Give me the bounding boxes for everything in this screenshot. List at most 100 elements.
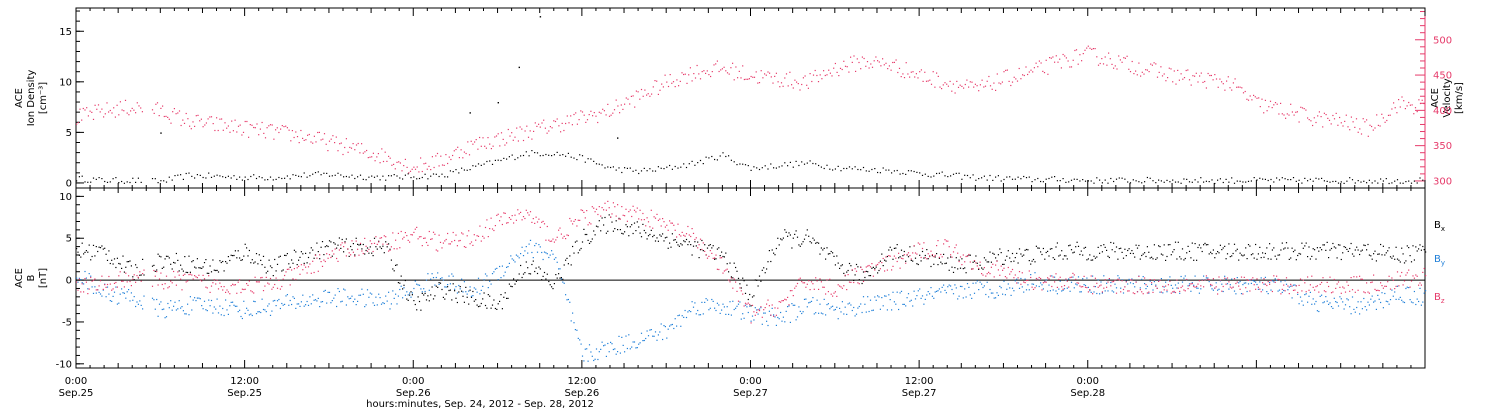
by-point — [375, 296, 377, 298]
bx-point — [320, 246, 322, 248]
by-point — [1205, 277, 1207, 279]
by-point — [264, 309, 266, 311]
velocity-point — [1222, 83, 1224, 85]
density-point — [1208, 181, 1210, 183]
bz-point — [255, 281, 258, 283]
bx-point — [476, 304, 478, 306]
bz-point — [1319, 283, 1321, 285]
bx-point — [1212, 249, 1214, 251]
velocity-point — [1379, 125, 1381, 127]
bz-point — [1131, 279, 1133, 281]
bx-point — [625, 224, 627, 226]
bx-point — [773, 252, 775, 254]
density-point — [298, 175, 300, 177]
bx-point — [694, 241, 696, 243]
density-point — [966, 174, 969, 177]
bz-point — [244, 288, 246, 290]
bx-point — [1278, 254, 1281, 256]
density-point — [1166, 179, 1168, 181]
density-point — [865, 170, 867, 172]
density-point — [1113, 180, 1115, 183]
velocity-point — [256, 123, 258, 125]
bz-point — [1267, 281, 1269, 283]
bz-point — [1373, 274, 1375, 276]
bx-point — [567, 263, 569, 265]
by-point — [130, 292, 132, 294]
density-point — [626, 167, 628, 169]
bx-point — [909, 246, 911, 248]
by-point — [603, 345, 605, 347]
bz-point — [541, 221, 543, 223]
density-point — [1329, 181, 1331, 183]
velocity-point — [1366, 119, 1368, 121]
velocity-point — [1364, 121, 1366, 123]
by-point — [877, 295, 879, 297]
bz-point — [604, 202, 606, 204]
by-point — [1280, 281, 1282, 283]
velocity-point — [271, 124, 273, 126]
bx-point — [458, 291, 460, 293]
bz-point — [687, 225, 689, 228]
velocity-point — [227, 125, 229, 127]
density-point — [1340, 181, 1342, 183]
bz-point — [333, 253, 335, 255]
velocity-point — [578, 119, 580, 121]
bz-point — [754, 314, 756, 316]
bz-point — [656, 213, 658, 215]
bx-point — [683, 240, 685, 242]
density-point — [177, 174, 179, 176]
bz-point — [261, 276, 263, 279]
by-point — [657, 334, 659, 336]
bz-point — [1047, 277, 1049, 279]
velocity-point — [162, 105, 164, 107]
by-point — [136, 301, 138, 303]
legend-bx-sub: x — [1441, 225, 1445, 233]
bx-point — [1129, 252, 1132, 254]
bz-point — [1042, 282, 1044, 284]
bx-point — [972, 261, 974, 263]
bx-point — [341, 238, 343, 241]
density-point — [1326, 180, 1328, 182]
velocity-point — [1192, 75, 1194, 77]
density-point — [303, 172, 305, 174]
by-point — [185, 313, 187, 315]
by-point — [105, 296, 107, 298]
velocity-point — [661, 83, 663, 85]
velocity-point — [868, 67, 870, 69]
bx-point — [459, 286, 461, 288]
by-point — [954, 284, 956, 286]
velocity-point — [586, 119, 589, 121]
velocity-point — [291, 130, 293, 132]
by-point — [1364, 306, 1366, 308]
density-point — [435, 173, 437, 175]
by-point — [274, 299, 276, 302]
density-point — [1284, 178, 1286, 180]
bx-point — [414, 303, 416, 306]
bz-point — [534, 222, 536, 224]
bx-point — [1167, 244, 1169, 246]
by-point — [1051, 275, 1053, 277]
bx-point — [337, 244, 339, 246]
velocity-point — [1003, 71, 1005, 73]
bz-point — [810, 281, 813, 283]
bz-point — [158, 278, 161, 280]
bz-point — [603, 209, 605, 211]
by-point — [906, 297, 908, 299]
bx-point — [659, 234, 661, 236]
velocity-point — [1352, 121, 1354, 123]
by-point — [1099, 293, 1101, 295]
bx-point — [289, 266, 291, 268]
by-point — [1398, 298, 1400, 300]
by-point — [1194, 275, 1196, 277]
velocity-point — [1411, 104, 1413, 106]
bx-point — [792, 237, 794, 239]
bz-point — [225, 291, 227, 293]
by-point — [92, 292, 95, 294]
bz-point — [291, 269, 293, 271]
by-point — [705, 298, 707, 300]
velocity-point — [672, 81, 675, 83]
velocity-point — [1308, 119, 1310, 121]
bz-point — [881, 262, 883, 264]
bz-point — [1045, 281, 1047, 283]
bz-point — [1375, 289, 1377, 292]
